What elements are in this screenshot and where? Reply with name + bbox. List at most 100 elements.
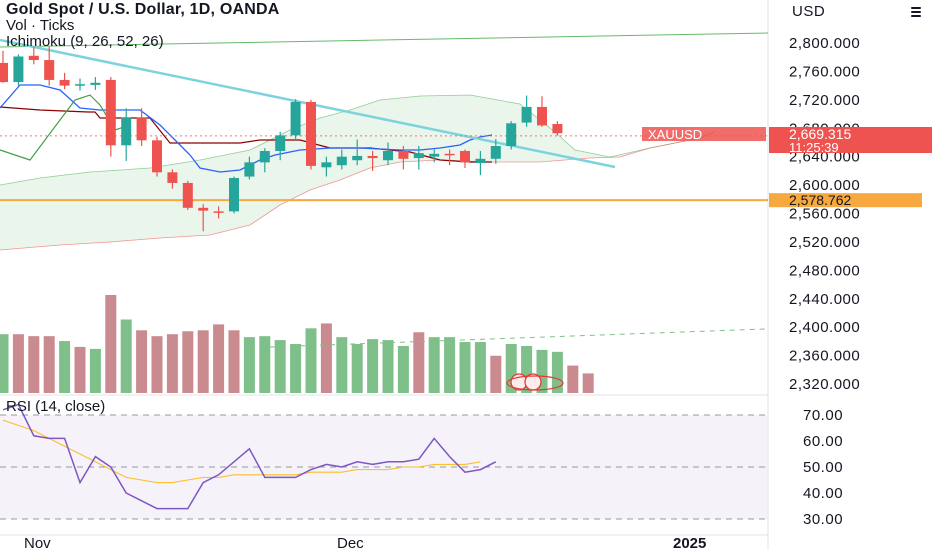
level-tag-background: [769, 193, 922, 208]
candle-body: [152, 140, 162, 173]
volume-bar: [305, 328, 317, 393]
volume-bar: [351, 344, 363, 393]
volume-bar: [213, 324, 225, 393]
candle-body: [444, 153, 455, 156]
volume-bar: [428, 337, 440, 393]
price-tag-background: [769, 127, 932, 153]
upper-trend-line: [0, 32, 769, 48]
volume-bar: [74, 346, 86, 393]
price-tick-label: 2,600.000: [789, 177, 860, 194]
candle-body: [321, 162, 332, 168]
volume-bar: [89, 348, 101, 393]
volume-bar: [151, 336, 163, 393]
volume-bar: [59, 341, 71, 393]
volume-bar: [105, 295, 117, 393]
price-tick-label: 2,760.000: [789, 63, 860, 80]
volume-bar: [120, 319, 132, 393]
candle-body: [136, 117, 147, 141]
volume-bar: [490, 355, 502, 393]
candle-body: [429, 153, 440, 157]
menu-icon[interactable]: [911, 7, 921, 17]
rsi-line: [2, 403, 497, 510]
time-tick-label: 2025: [673, 535, 706, 550]
volume-ma-line: [269, 328, 766, 348]
candle-body: [105, 79, 116, 146]
price-tick-label: 2,560.000: [789, 206, 860, 223]
price-tick-label: 2,480.000: [789, 262, 860, 279]
volume-bar: [382, 340, 394, 393]
candle-body: [275, 135, 286, 151]
volume-bar: [243, 337, 255, 393]
candle-body: [28, 55, 39, 61]
candle-body: [398, 150, 409, 159]
volume-bar: [444, 337, 456, 393]
time-tick-label: Nov: [24, 535, 51, 550]
candle-body: [336, 156, 347, 166]
candle-body: [413, 153, 424, 159]
candle-body: [490, 146, 501, 159]
rsi-tick-label: 70.00: [803, 407, 843, 424]
ichimoku-indicator-label[interactable]: Ichimoku (9, 26, 52, 26): [6, 33, 164, 50]
price-tick-label: 2,520.000: [789, 234, 860, 251]
currency-button[interactable]: USD: [792, 3, 826, 20]
candle-body: [13, 56, 24, 83]
symbol-tag-label: XAUUSD: [648, 127, 702, 142]
tenkan-sen-line: [0, 84, 493, 173]
volume-bar: [43, 336, 55, 393]
volume-bar: [367, 339, 379, 393]
price-tick-label: 2,400.000: [789, 319, 860, 336]
candle-body: [75, 84, 85, 86]
rsi-tick-label: 50.00: [803, 459, 843, 476]
volume-bar: [582, 373, 594, 393]
candle-body: [537, 106, 547, 126]
candle-body: [506, 123, 517, 147]
volume-bar: [474, 342, 486, 393]
candle-body: [182, 182, 193, 208]
candle-body: [521, 106, 532, 123]
candle-body: [0, 62, 8, 83]
candle-body: [259, 150, 270, 163]
price-tag-countdown: 11:25:39: [789, 140, 839, 155]
symbol-tag-background: [642, 127, 766, 141]
volume-bar: [505, 344, 517, 393]
candle-body: [90, 82, 101, 85]
candle-body: [367, 155, 378, 159]
candle-body: [460, 150, 470, 163]
candle-body: [59, 79, 70, 86]
candle-body: [306, 101, 316, 166]
volume-bar: [228, 330, 240, 393]
volume-bar: [182, 331, 194, 393]
level-tag-value: 2,578.762: [789, 192, 851, 208]
volume-bar: [136, 330, 148, 393]
price-tick-label: 2,800.000: [789, 35, 860, 52]
volume-bar: [397, 345, 409, 393]
candle-body: [121, 117, 132, 146]
candle-body: [383, 150, 393, 161]
volume-bar: [459, 342, 471, 393]
rsi-tick-label: 60.00: [803, 433, 843, 450]
volume-bar: [166, 334, 178, 393]
volume-indicator-label[interactable]: Vol · Ticks: [6, 17, 75, 34]
price-tick-label: 2,360.000: [789, 348, 860, 365]
event-outline: [506, 375, 564, 391]
candle-body: [352, 155, 363, 161]
candle-body: [244, 162, 255, 177]
volume-bar: [521, 345, 533, 393]
volume-bar: [28, 336, 40, 393]
price-tag-value: 2,669.315: [789, 126, 851, 142]
candle-body: [167, 172, 178, 183]
candle-body: [198, 207, 209, 211]
volume-bar: [197, 330, 209, 393]
volume-bar: [336, 337, 348, 393]
senkou-span-b: [0, 131, 716, 251]
volume-bar: [320, 323, 332, 393]
chart-title: Gold Spot / U.S. Dollar, 1D, OANDA: [6, 1, 280, 18]
volume-bar: [551, 351, 563, 393]
rsi-indicator-label[interactable]: RSI (14, close): [6, 398, 106, 415]
rsi-tick-label: 40.00: [803, 485, 843, 502]
volume-bar: [259, 336, 271, 393]
price-tick-label: 2,440.000: [789, 291, 860, 308]
candle-body: [213, 211, 224, 213]
volume-bar: [274, 340, 286, 393]
